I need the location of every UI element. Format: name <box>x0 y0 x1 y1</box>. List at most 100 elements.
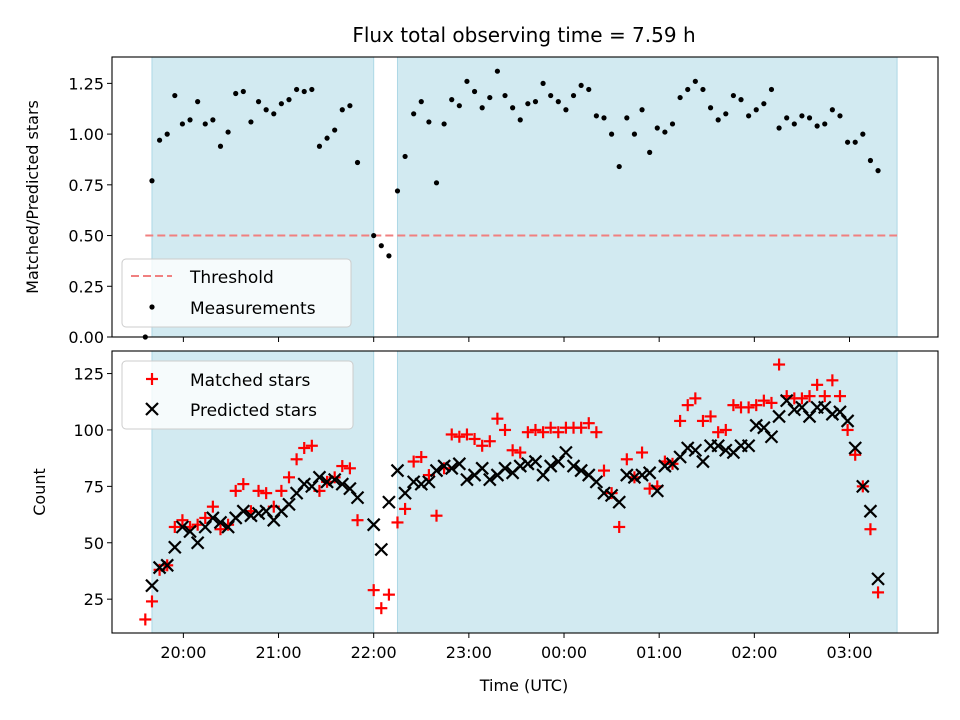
predicted-star-point <box>406 475 421 489</box>
predicted-star-point <box>764 429 779 444</box>
predicted-star-point <box>688 443 703 458</box>
matched-star-point <box>537 426 550 439</box>
measurement-point <box>433 180 440 186</box>
measurement-point <box>441 121 447 127</box>
measurement-point <box>225 129 231 135</box>
matched-star-point <box>811 378 824 391</box>
measurement-point <box>624 115 630 121</box>
predicted-star-point <box>374 542 389 557</box>
legend-matched-swatch <box>146 373 158 385</box>
matched-star-point <box>407 455 420 468</box>
matched-star-point <box>283 471 295 484</box>
measurement-point <box>418 99 424 105</box>
measurement-point <box>210 117 216 123</box>
matched-star-point <box>742 401 755 414</box>
measurement-point <box>768 86 775 93</box>
predicted-star-point <box>160 558 174 573</box>
measurement-point <box>723 111 729 117</box>
measurement-point <box>738 97 744 103</box>
matched-star-point <box>826 374 839 387</box>
measurement-point <box>700 86 706 93</box>
measurement-point <box>616 163 622 170</box>
legend-threshold-label: Threshold <box>189 268 274 288</box>
matched-star-point <box>605 487 618 500</box>
predicted-star-point <box>429 463 444 478</box>
predicted-star-point <box>175 520 190 534</box>
measurement-point <box>263 107 269 113</box>
predicted-star-point <box>787 402 802 417</box>
top-ylabel: Matched/Predicted stars <box>23 100 42 294</box>
predicted-star-point <box>741 438 756 453</box>
bottom-legend: Matched stars Predicted stars <box>121 360 354 430</box>
measurement-point <box>402 153 408 160</box>
predicted-star-point <box>460 472 474 487</box>
matched-star-point <box>290 453 303 466</box>
top-ytick-label: 1.25 <box>68 74 104 93</box>
measurement-point <box>456 103 462 109</box>
measurement-point <box>730 92 737 99</box>
xtick-label: 21:00 <box>255 643 301 662</box>
predicted-star-point <box>483 472 497 487</box>
measurement-point <box>639 107 645 113</box>
matched-star-point <box>375 602 388 615</box>
xtick-label: 22:00 <box>351 643 397 662</box>
matched-star-point <box>343 462 356 475</box>
measurement-point <box>471 88 478 95</box>
predicted-star-point <box>382 495 396 509</box>
chart-title: Flux total observing time = 7.59 h <box>352 23 695 47</box>
measurement-point <box>487 94 493 101</box>
bottom-ytick-label: 75 <box>84 477 104 496</box>
matched-star-point <box>872 586 885 599</box>
legend-matched-label: Matched stars <box>190 371 310 391</box>
top-observing-windows <box>151 56 898 338</box>
measurement-point <box>685 86 691 93</box>
measurement-point <box>278 101 284 107</box>
matched-star-point <box>415 451 428 464</box>
matched-star-point <box>168 520 181 533</box>
measurement-point <box>233 90 239 97</box>
matched-star-point <box>514 446 527 459</box>
predicted-star-point <box>597 486 611 500</box>
measurement-point <box>532 99 539 105</box>
predicted-star-point <box>719 443 733 458</box>
predicted-star-point <box>444 461 459 476</box>
measurement-point <box>799 113 805 119</box>
predicted-star-point <box>825 407 840 421</box>
predicted-star-point <box>152 560 167 575</box>
top-panel: 0.00 0.25 0.50 0.75 1.00 1.25 Matched/Predict… <box>23 56 939 347</box>
top-ytick-label: 0.00 <box>68 328 104 347</box>
measurement-point <box>324 135 330 141</box>
measurement-point <box>822 121 828 127</box>
measurement-point <box>339 107 345 113</box>
legend-predicted-swatch <box>145 402 159 416</box>
predicted-star-point <box>574 463 588 478</box>
measurement-point <box>852 139 858 145</box>
matched-star-point <box>367 584 380 597</box>
matched-star-point <box>521 426 534 439</box>
legend-predicted-label: Predicted stars <box>190 401 317 421</box>
bottom-ytick-label: 50 <box>84 534 104 553</box>
xtick-label: 01:00 <box>636 643 682 662</box>
predicted-star-point <box>856 479 870 494</box>
measurement-point <box>715 117 721 123</box>
measurement-point <box>555 99 561 105</box>
predicted-star-point <box>168 540 182 555</box>
predicted-star-point <box>589 475 604 489</box>
matched-star-point <box>582 417 595 430</box>
measurement-point <box>814 123 820 129</box>
measurement-point <box>844 139 851 145</box>
measurement-point <box>371 232 377 239</box>
measurement-point <box>378 243 384 249</box>
matched-star-point <box>544 421 557 434</box>
top-legend: Threshold Measurements <box>121 258 352 328</box>
measurement-point <box>494 68 501 74</box>
matched-star-point <box>483 435 496 448</box>
bottom-ytick-label: 125 <box>73 365 104 384</box>
matched-star-point <box>765 396 778 409</box>
matched-star-point <box>206 500 219 513</box>
predicted-star-point <box>772 409 786 424</box>
measurement-point <box>195 99 201 105</box>
predicted-star-point <box>680 441 695 455</box>
bottom-window-1 <box>396 350 898 634</box>
predicted-star-point <box>863 504 878 518</box>
